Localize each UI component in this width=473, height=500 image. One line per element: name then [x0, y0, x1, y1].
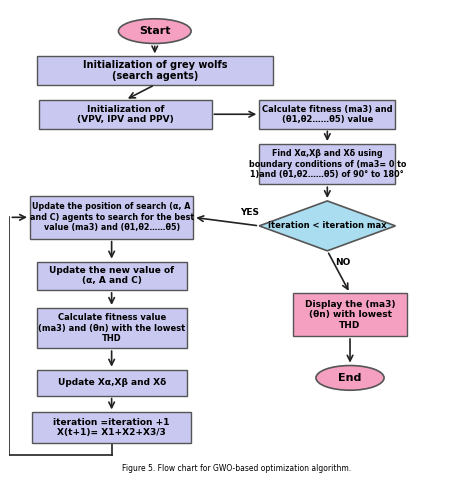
Text: Start: Start: [139, 26, 170, 36]
Text: Initialization of
(VPV, IPV and PPV): Initialization of (VPV, IPV and PPV): [77, 104, 174, 124]
FancyBboxPatch shape: [37, 262, 186, 290]
Text: Initialization of grey wolfs
(search agents): Initialization of grey wolfs (search age…: [82, 60, 227, 82]
Text: YES: YES: [241, 208, 260, 218]
FancyBboxPatch shape: [293, 294, 407, 336]
Text: Figure 5. Flow chart for GWO-based optimization algorithm.: Figure 5. Flow chart for GWO-based optim…: [122, 464, 351, 473]
Text: Display the (ma3)
(θn) with lowest
THD: Display the (ma3) (θn) with lowest THD: [305, 300, 395, 330]
FancyBboxPatch shape: [39, 100, 211, 128]
Text: iteration =iteration +1
X(t+1)= X1+X2+X3/3: iteration =iteration +1 X(t+1)= X1+X2+X3…: [53, 418, 170, 438]
Ellipse shape: [118, 19, 191, 44]
FancyBboxPatch shape: [32, 412, 191, 443]
Text: Update the position of search (α, A
and C) agents to search for the best
value (: Update the position of search (α, A and …: [30, 202, 193, 232]
Text: End: End: [338, 373, 362, 383]
Text: iteration < iteration max: iteration < iteration max: [268, 222, 386, 230]
FancyBboxPatch shape: [259, 144, 395, 184]
FancyBboxPatch shape: [30, 196, 193, 238]
Text: Calculate fitness (ma3) and
(θ1,θ2……θ5) value: Calculate fitness (ma3) and (θ1,θ2……θ5) …: [262, 104, 393, 124]
Text: NO: NO: [335, 258, 351, 267]
FancyBboxPatch shape: [37, 370, 186, 396]
Text: Update the new value of
(α, A and C): Update the new value of (α, A and C): [49, 266, 174, 285]
Text: Calculate fitness value
(ma3) and (θn) with the lowest
THD: Calculate fitness value (ma3) and (θn) w…: [38, 313, 185, 343]
Polygon shape: [259, 201, 395, 251]
Text: Find Xα,Xβ and Xδ using
boundary conditions of (ma3= 0 to
1)and (θ1,θ2……θ5) of 9: Find Xα,Xβ and Xδ using boundary conditi…: [249, 149, 406, 179]
Text: Update Xα,Xβ and Xδ: Update Xα,Xβ and Xδ: [58, 378, 166, 387]
FancyBboxPatch shape: [37, 308, 186, 348]
FancyBboxPatch shape: [259, 100, 395, 128]
Ellipse shape: [316, 366, 384, 390]
FancyBboxPatch shape: [37, 56, 273, 85]
